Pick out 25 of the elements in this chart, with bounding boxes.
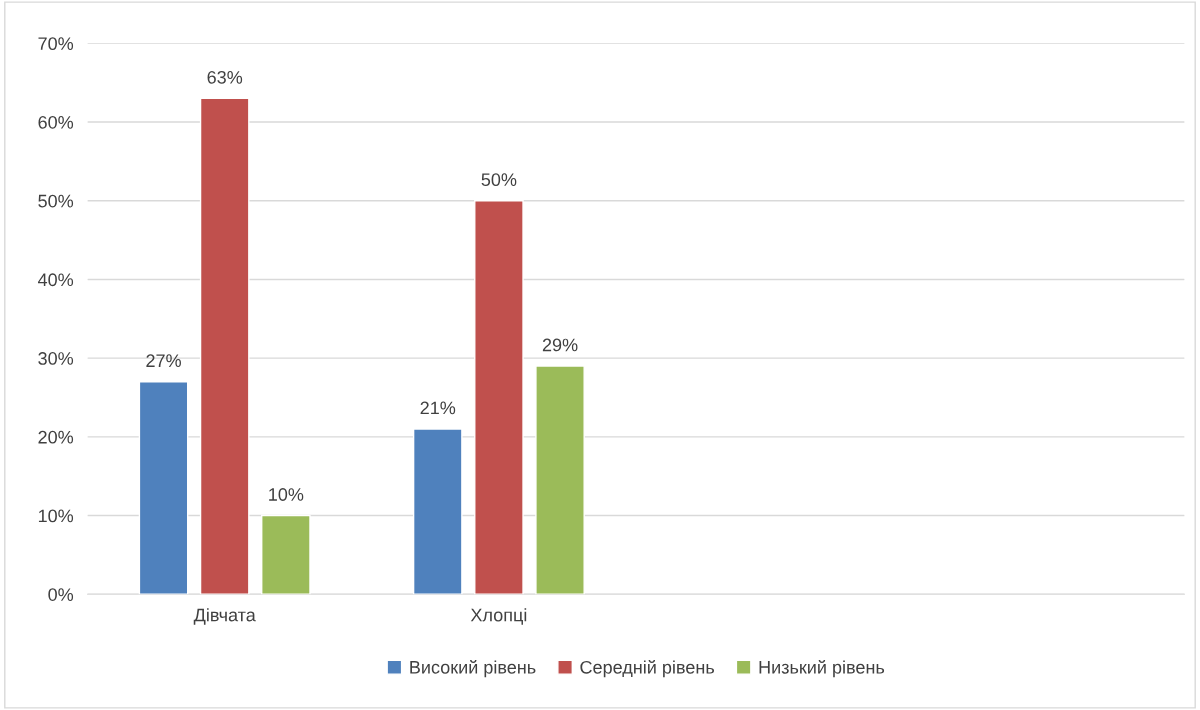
bar	[261, 514, 311, 595]
bar	[474, 200, 524, 595]
legend-label: Середній рівень	[580, 660, 715, 678]
bar	[138, 381, 189, 595]
x-tick-label: Хлопці	[470, 608, 527, 625]
x-tick-label: Дівчата	[193, 608, 256, 625]
y-tick-label: 40%	[37, 273, 74, 287]
y-tick-label: 0%	[48, 588, 74, 601]
bar	[535, 365, 585, 595]
bar	[199, 97, 250, 595]
y-tick-label: 60%	[38, 115, 74, 129]
y-tick-label: 10%	[38, 509, 74, 523]
y-tick-label: 70%	[38, 37, 74, 51]
data-label: 21%	[420, 401, 456, 415]
bar	[412, 428, 463, 595]
data-label: 29%	[542, 338, 578, 352]
data-label: 10%	[269, 488, 304, 501]
data-label: 50%	[481, 173, 517, 187]
y-tick-label: 50%	[38, 194, 74, 208]
y-tick-label: 30%	[38, 352, 74, 365]
legend-label: Високий рівень	[410, 660, 536, 678]
legend-label: Низький рівень	[759, 660, 885, 678]
y-tick-label: 20%	[38, 430, 74, 444]
data-label: 27%	[146, 354, 181, 368]
data-label: 63%	[207, 70, 243, 84]
